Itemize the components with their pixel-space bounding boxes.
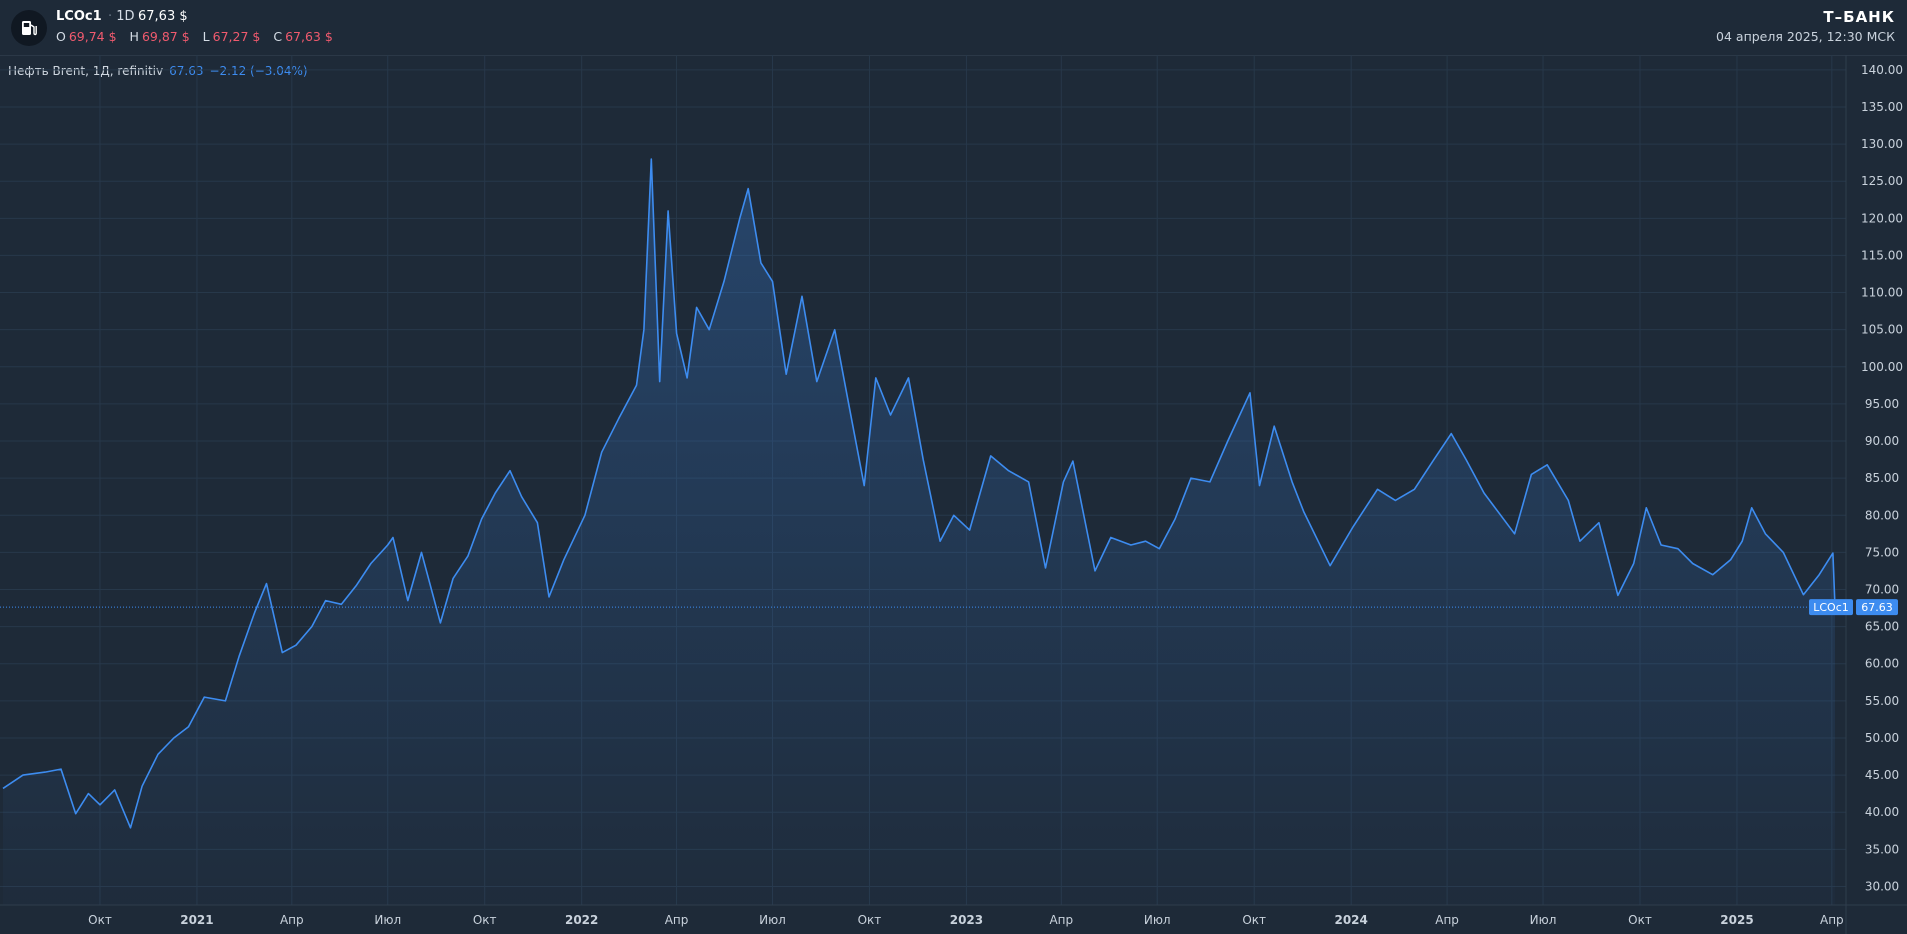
chart-header: LCOc1 · 1D · 67,63 $ O 69,74 $ H 69,87 $ L… bbox=[0, 0, 1907, 56]
y-tick-label: 50.00 bbox=[1865, 731, 1899, 745]
timestamp: 04 апреля 2025, 12:30 МСК bbox=[1716, 29, 1895, 44]
price-line bbox=[2, 158, 1836, 829]
ohlc-high-key: H bbox=[129, 29, 139, 44]
series-last-value: 67.63 bbox=[169, 64, 204, 78]
y-tick-label: 85.00 bbox=[1865, 471, 1899, 485]
x-tick-label: Июл bbox=[1144, 913, 1171, 927]
y-tick-label: 120.00 bbox=[1861, 211, 1903, 225]
y-tick-label: 40.00 bbox=[1865, 805, 1899, 819]
y-tick-label: 135.00 bbox=[1861, 100, 1903, 114]
series-change: −2.12 (−3.04%) bbox=[209, 64, 308, 78]
ticker-symbol[interactable]: LCOc1 bbox=[56, 9, 102, 24]
ohlc-open-key: O bbox=[56, 29, 66, 44]
ticker-badge bbox=[1809, 599, 1853, 616]
y-tick-label: 125.00 bbox=[1861, 174, 1903, 188]
series-name: Нефть Brent, 1Д, refinitiv bbox=[8, 64, 164, 78]
ohlc-open-value: 69,74 $ bbox=[68, 29, 117, 44]
x-tick-label: Апр bbox=[665, 913, 689, 927]
x-tick-label: Апр bbox=[280, 913, 304, 927]
y-tick-label: 65.00 bbox=[1865, 620, 1899, 634]
y-tick-label: 130.00 bbox=[1861, 137, 1903, 151]
series-legend[interactable]: Нефть Brent, 1Д, refinitiv 67.63 −2.12 (−3… bbox=[8, 64, 308, 78]
last-price-badge-label: 67.63 bbox=[1861, 601, 1893, 614]
x-tick-label: 2021 bbox=[180, 913, 213, 927]
ohlc-high-value: 69,87 $ bbox=[141, 29, 190, 44]
x-tick-label: Окт bbox=[1242, 913, 1266, 927]
last-price-badge bbox=[1856, 599, 1898, 616]
x-tick-label: Окт bbox=[88, 913, 112, 927]
axes: 30.00 35.00 40.00 45.00 50.00 55.00 60.00 65.00… bbox=[0, 55, 1907, 934]
price-chart[interactable]: 30.00 35.00 40.00 45.00 50.00 55.00 60.00 65.00… bbox=[0, 55, 1907, 934]
y-tick-label: 55.00 bbox=[1865, 694, 1899, 708]
x-tick-label: Окт bbox=[858, 913, 882, 927]
y-tick-label: 115.00 bbox=[1861, 248, 1903, 262]
ohlc-close-key: C bbox=[273, 29, 283, 44]
ohlc-low-key: L bbox=[202, 29, 210, 44]
y-tick-label: 60.00 bbox=[1865, 657, 1899, 671]
y-tick-label: 70.00 bbox=[1865, 582, 1899, 596]
timeframe-value: 1D bbox=[116, 9, 135, 24]
y-tick-label: 105.00 bbox=[1861, 323, 1903, 337]
y-tick-label: 90.00 bbox=[1865, 434, 1899, 448]
y-tick-label: 110.00 bbox=[1861, 286, 1903, 300]
price-area bbox=[0, 158, 1846, 906]
x-tick-label: Окт bbox=[1628, 913, 1652, 927]
y-tick-label: 80.00 bbox=[1865, 508, 1899, 522]
ohlc-readout: O 69,74 $ H 69,87 $ L 67,27 $ C 67,63 $ bbox=[56, 29, 342, 44]
y-tick-label: 100.00 bbox=[1861, 360, 1903, 374]
y-tick-label: 75.00 bbox=[1865, 545, 1899, 559]
price-area-fill bbox=[3, 159, 1835, 906]
y-tick-label: 35.00 bbox=[1865, 842, 1899, 856]
ohlc-low-value: 67,27 $ bbox=[212, 29, 261, 44]
timeframe-label[interactable]: · 1D · bbox=[108, 9, 143, 24]
header-last-price: 67,63 $ bbox=[138, 9, 188, 24]
x-tick-label: Июл bbox=[1530, 913, 1557, 927]
x-tick-label: 2025 bbox=[1720, 913, 1753, 927]
x-tick-label: 2023 bbox=[950, 913, 983, 927]
x-tick-label: Июл bbox=[374, 913, 401, 927]
x-tick-label: Окт bbox=[473, 913, 497, 927]
ticker-badge-label: LCOc1 bbox=[1813, 601, 1849, 614]
x-tick-label: Июл bbox=[759, 913, 786, 927]
fuel-pump-icon bbox=[22, 21, 37, 36]
x-tick-label: 2022 bbox=[565, 913, 598, 927]
x-tick-label: Апр bbox=[1820, 913, 1844, 927]
x-tick-label: Апр bbox=[1435, 913, 1459, 927]
x-tick-label: Апр bbox=[1049, 913, 1073, 927]
y-tick-label: 140.00 bbox=[1861, 63, 1903, 77]
y-tick-label: 95.00 bbox=[1865, 397, 1899, 411]
y-tick-label: 30.00 bbox=[1865, 879, 1899, 893]
brand-logo: Т–БАНК bbox=[1823, 8, 1895, 26]
y-tick-label: 45.00 bbox=[1865, 768, 1899, 782]
instrument-logo[interactable] bbox=[11, 10, 47, 46]
ohlc-close-value: 67,63 $ bbox=[285, 29, 333, 44]
x-tick-label: 2024 bbox=[1334, 913, 1367, 927]
